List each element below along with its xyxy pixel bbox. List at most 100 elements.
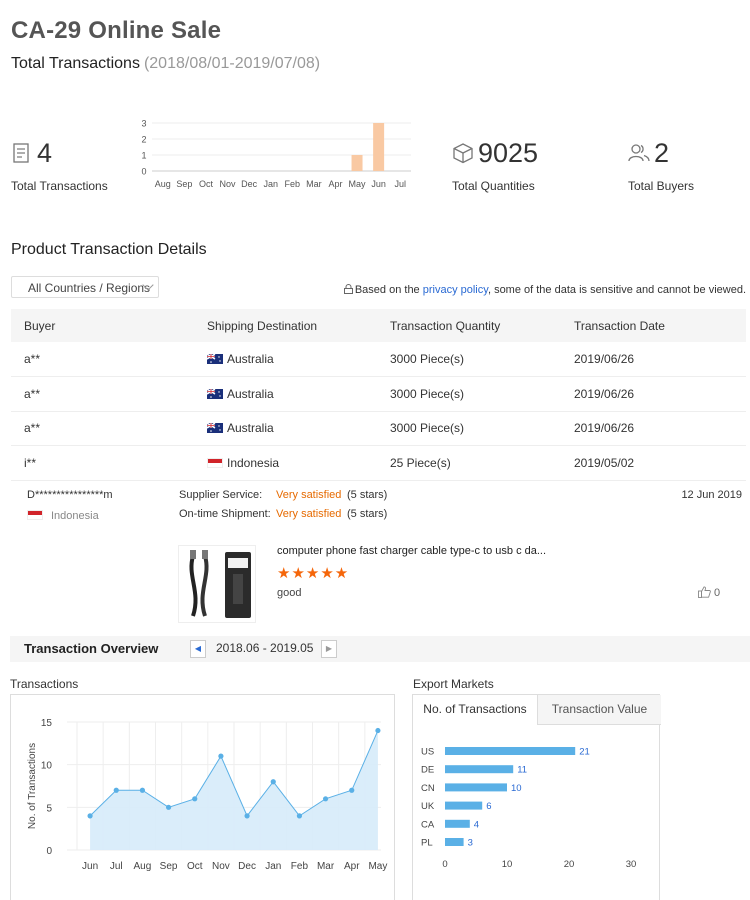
area-fill — [90, 730, 378, 850]
stat-value: 2 — [654, 138, 670, 168]
date-cell-text: 2019/06/26 — [574, 352, 635, 366]
australia-flag-icon — [207, 354, 223, 364]
data-point — [322, 796, 329, 802]
y-tick-label: 0 — [141, 167, 146, 177]
supplier-service-label: Supplier Service: — [179, 489, 263, 501]
product-title-link[interactable]: computer phone fast charger cable type-c… — [277, 545, 547, 557]
date-range: (2018/08/01-2019/07/08) — [143, 55, 321, 72]
prev-period-button[interactable]: ◀ — [190, 640, 206, 658]
export-markets-label: Export Markets — [413, 677, 494, 691]
data-label: 6 — [486, 801, 491, 812]
destination-cell: Indonesia — [194, 445, 377, 481]
x-tick-label: May — [368, 861, 387, 872]
data-label: 3 — [468, 838, 473, 849]
x-tick-label: Oct — [199, 179, 214, 189]
privacy-policy-link[interactable]: privacy policy — [422, 284, 488, 296]
column-header: Transaction Quantity — [377, 309, 561, 342]
x-tick-label: Nov — [212, 861, 230, 872]
reviewer-country-name: Indonesia — [51, 510, 99, 522]
date-cell: 2019/05/02 — [561, 445, 746, 481]
section-title: Product Transaction Details — [11, 241, 207, 258]
y-tick-label: 15 — [41, 718, 53, 729]
destination-cell: Australia — [194, 411, 377, 446]
region-select[interactable]: All Countries / Regions — [11, 276, 159, 298]
period-label: 2018.06 - 2019.05 — [216, 641, 314, 655]
quantity-cell-text: 3000 Piece(s) — [390, 352, 465, 366]
privacy-suffix: , some of the data is sensitive and cann… — [487, 284, 746, 296]
x-tick-label: Jul — [110, 861, 123, 872]
quantity-cell-text: 3000 Piece(s) — [390, 386, 465, 401]
x-tick-label: Feb — [285, 179, 301, 189]
destination-cell: Australia — [194, 376, 377, 412]
thumbs-up-icon — [698, 586, 711, 598]
x-tick-label: Nov — [220, 179, 237, 189]
indonesia-flag-icon — [207, 457, 223, 468]
rating-stars: ★★★★★ — [277, 565, 350, 582]
charger-cable-image — [189, 550, 251, 618]
date-cell: 2019/06/26 — [561, 342, 746, 377]
x-tick-label: May — [349, 179, 367, 189]
next-period-button[interactable]: ▶ — [321, 640, 337, 658]
bar — [445, 838, 464, 846]
bar — [445, 765, 514, 774]
buyer-cell: i** — [11, 445, 194, 481]
users-icon — [628, 144, 650, 162]
x-tick-label: 10 — [502, 859, 513, 870]
date-cell-text: 2019/06/26 — [574, 421, 635, 436]
x-tick-label: Sep — [176, 179, 192, 189]
transactions-chart-panel: 0 5 10 15 Jun Jul Aug Sep Oct Nov Dec Jan Feb Mar Apr M… — [10, 694, 395, 900]
category-label: UK — [421, 801, 435, 812]
table-row: a** Australia 3000 Piece(s) 2019/06/26 — [11, 342, 746, 377]
caret-right-icon: ▶ — [325, 644, 333, 653]
data-label: 21 — [579, 747, 590, 758]
y-tick-label: 2 — [141, 135, 146, 145]
supplier-service-value: Very satisfied — [276, 489, 342, 501]
series-line — [89, 730, 379, 817]
product-image[interactable] — [178, 545, 256, 623]
transactions-table: Buyer Shipping Destination Transaction Q… — [11, 309, 746, 481]
export-markets-panel: No. of Transactions Transaction Value US… — [412, 694, 661, 900]
table-header-row: Buyer Shipping Destination Transaction Q… — [11, 309, 746, 342]
overview-title: Transaction Overview — [24, 641, 159, 656]
date-cell-text: 2019/06/26 — [574, 386, 635, 401]
buyer-cell-text: a** — [24, 421, 41, 436]
quantity-cell-text: 3000 Piece(s) — [390, 421, 465, 436]
quantity-cell-text: 25 Piece(s) — [390, 455, 451, 470]
buyer-cell-text: a** — [24, 386, 41, 401]
privacy-notice: Based on the privacy policy, some of the… — [343, 284, 746, 296]
x-tick-label: Apr — [344, 861, 360, 872]
category-label: US — [421, 747, 434, 758]
document-icon — [13, 143, 29, 163]
x-tick-label: Dec — [241, 179, 258, 189]
x-tick-label: Apr — [328, 179, 342, 189]
data-point — [296, 813, 303, 819]
data-point — [165, 804, 172, 810]
x-tick-label: 30 — [626, 859, 637, 870]
transactions-area-chart: 0 5 10 15 Jun Jul Aug Sep Oct Nov Dec Jan Feb Mar Apr M… — [27, 718, 387, 872]
x-tick-label: 20 — [564, 859, 575, 870]
x-tick-label: Sep — [160, 861, 178, 872]
column-header: Shipping Destination — [194, 309, 377, 342]
review-date: 12 Jun 2019 — [681, 489, 742, 501]
destination-cell: Australia — [194, 342, 377, 377]
data-point — [349, 787, 355, 793]
tab-no-of-transactions[interactable]: No. of Transactions — [413, 695, 537, 725]
x-tick-label: Jul — [394, 179, 406, 189]
privacy-prefix: Based on the — [354, 284, 423, 296]
quantity-cell: 3000 Piece(s) — [377, 342, 561, 377]
y-tick-label: 1 — [141, 151, 146, 161]
destination-cell-text: Australia — [227, 421, 274, 436]
x-tick-label: Aug — [155, 179, 171, 189]
date-cell-text: 2019/05/02 — [574, 455, 635, 470]
buyer-cell-text: i** — [24, 455, 37, 470]
data-label: 11 — [517, 765, 527, 776]
x-tick-label: Aug — [134, 861, 152, 872]
buyer-cell: a** — [11, 376, 194, 412]
tab-transaction-value[interactable]: Transaction Value — [537, 695, 661, 725]
data-point — [113, 787, 119, 793]
date-cell: 2019/06/26 — [561, 411, 746, 446]
like-button[interactable]: 0 — [698, 586, 720, 599]
transaction-overview-bar: Transaction Overview ◀ 2018.06 - 2019.05… — [10, 636, 750, 662]
shipment-stars: (5 stars) — [347, 508, 388, 520]
